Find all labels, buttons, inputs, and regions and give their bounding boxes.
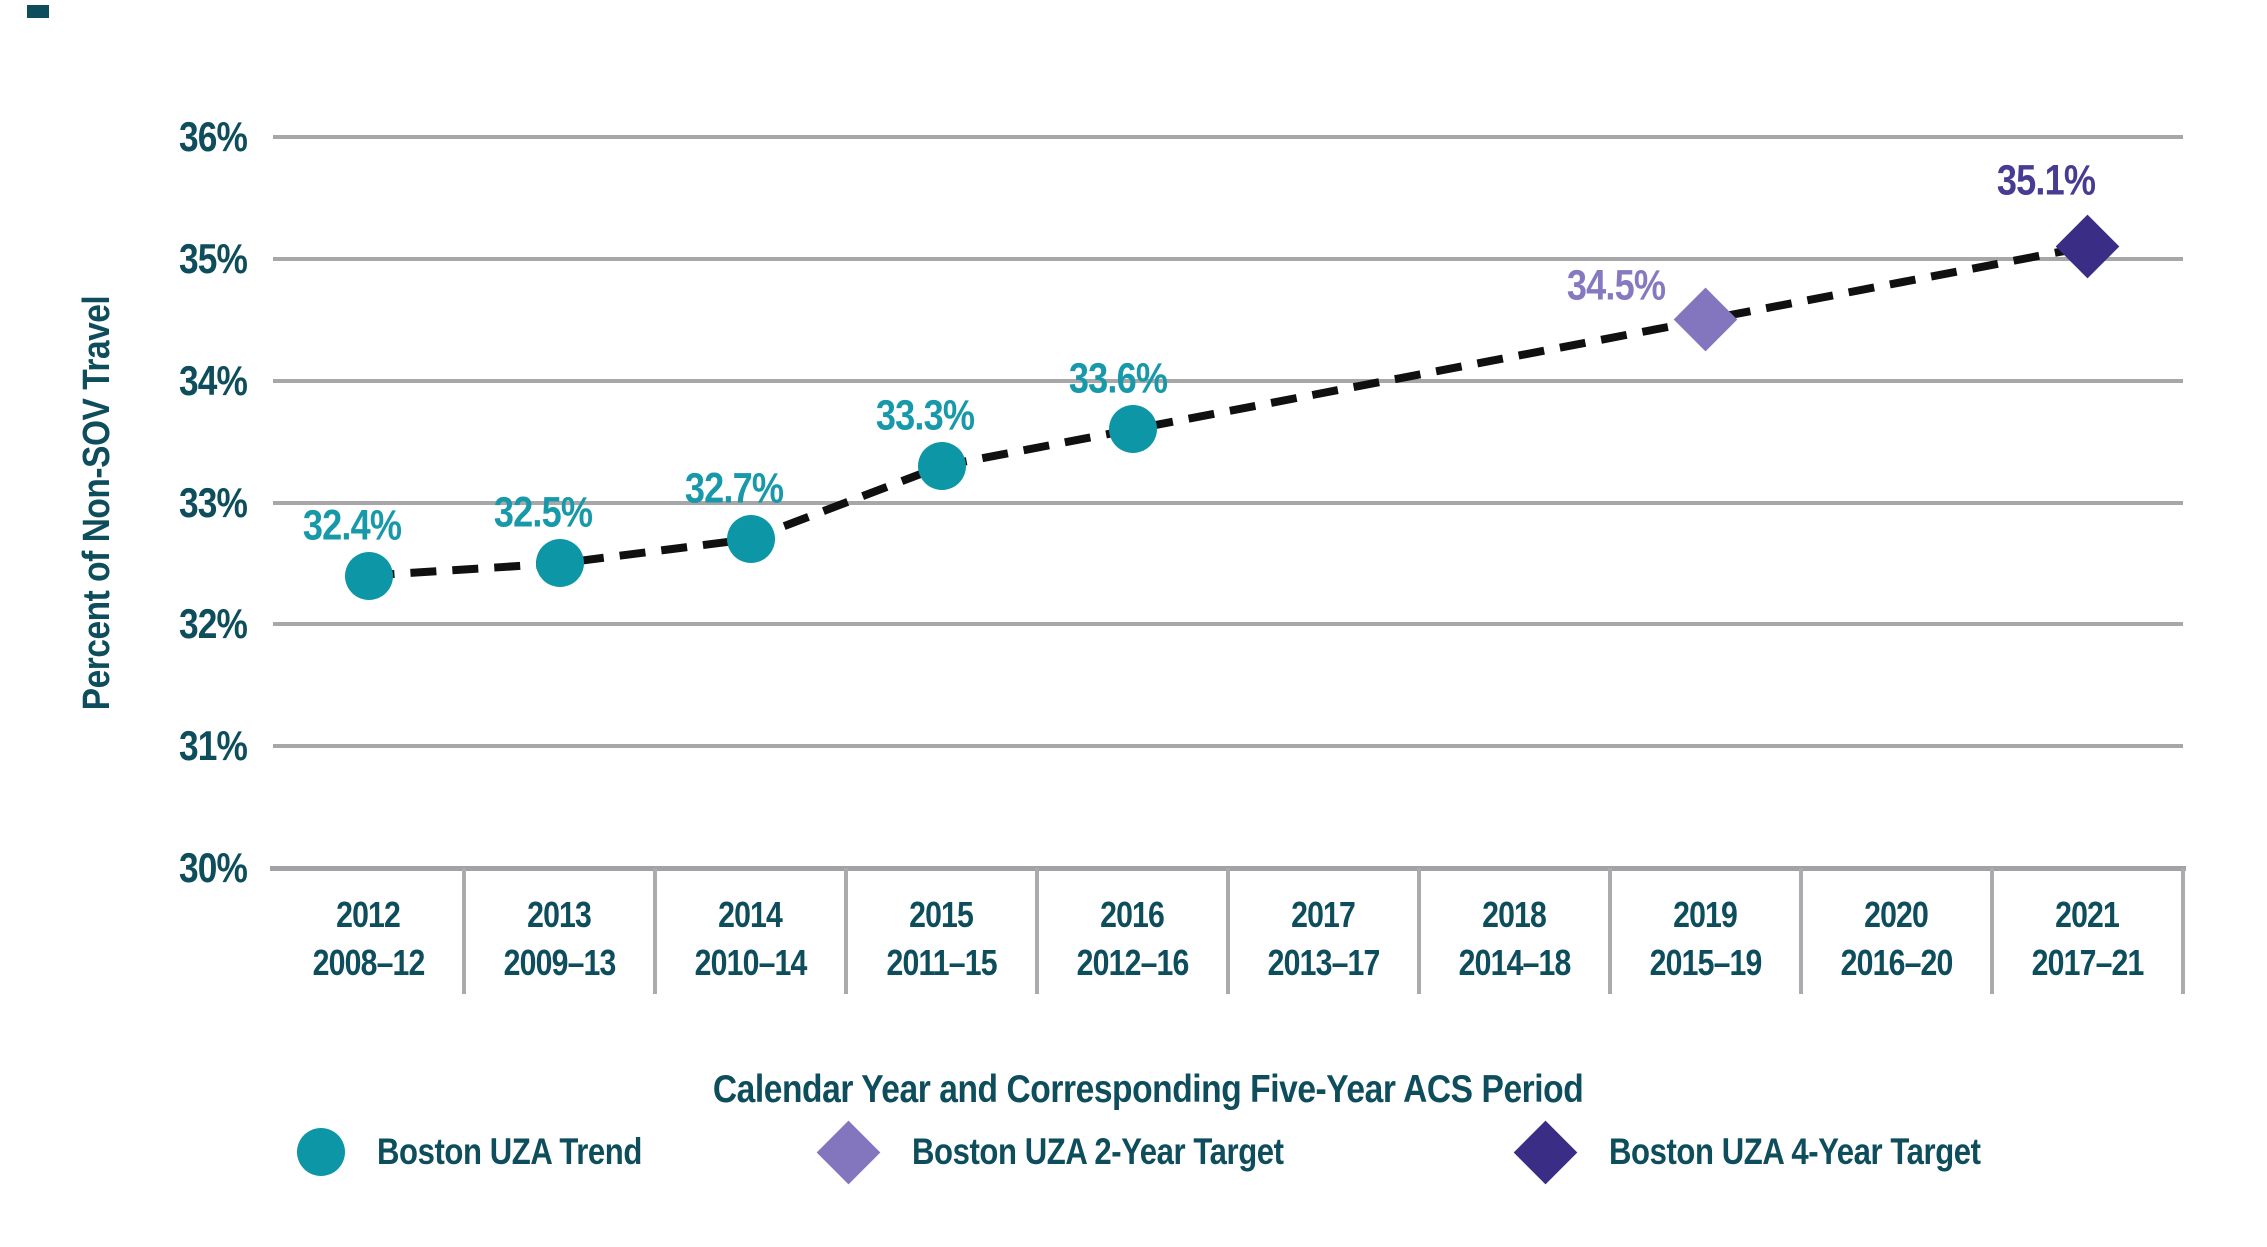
x-tick-label-2021: 2021 2017–21: [1992, 891, 2183, 987]
data-point-2012: [344, 551, 393, 600]
data-label-text: 34.5%: [1566, 261, 1665, 310]
data-label-text: 35.1%: [1996, 156, 2095, 205]
x-axis-title-text: Calendar Year and Corresponding Five-Yea…: [712, 1068, 1584, 1111]
target-2yr-diamond-icon: [816, 1120, 881, 1184]
x-axis-tick: [1226, 868, 1230, 994]
data-point-2015: [917, 441, 966, 490]
y-axis-title: Percent of Non-SOV Travel: [76, 295, 118, 710]
x-tick-acs-period: 2013–17: [1267, 942, 1381, 983]
x-axis-tick: [462, 868, 466, 994]
x-axis-tick: [2181, 868, 2185, 994]
target-4yr-diamond-icon: [1513, 1120, 1578, 1184]
x-tick-acs-period: 2010–14: [694, 942, 808, 983]
x-tick-label-2012: 2012 2008–12: [273, 891, 464, 987]
legend-item-4yr-target: Boston UZA 4-Year Target: [1513, 1120, 2051, 1184]
x-tick-label-2018: 2018 2014–18: [1419, 891, 1610, 987]
y-tick-text: 35%: [178, 234, 248, 282]
y-tick-text: 30%: [178, 844, 248, 891]
y-tick-label-33%: 33%: [87, 478, 248, 526]
x-tick-label-2013: 2013 2009–13: [464, 891, 655, 987]
x-tick-year: 2020: [1864, 894, 1930, 935]
x-tick-acs-period: 2014–18: [1458, 942, 1572, 983]
y-tick-label-35%: 35%: [87, 234, 248, 282]
x-axis-tick: [1799, 868, 1803, 994]
x-tick-label-2016: 2016 2012–16: [1037, 891, 1228, 987]
data-label-text: 33.3%: [875, 391, 974, 440]
x-tick-acs-period: 2008–12: [312, 942, 426, 983]
trend-circle-icon: [297, 1128, 345, 1176]
x-tick-label-2014: 2014 2010–14: [655, 891, 846, 987]
x-axis-tick: [844, 868, 848, 994]
y-tick-text: 33%: [178, 478, 248, 526]
x-tick-acs-period: 2015–19: [1649, 942, 1763, 983]
x-axis-tick: [1608, 868, 1612, 994]
gridline-32%: [273, 622, 2183, 627]
x-tick-acs-period: 2011–15: [886, 942, 997, 983]
y-tick-label-31%: 31%: [87, 722, 248, 770]
y-tick-text: 34%: [178, 356, 248, 404]
data-label-2016: 33.6%: [1059, 354, 1176, 403]
x-tick-acs-period: 2016–20: [1840, 942, 1954, 983]
data-point-2021: [2055, 214, 2120, 279]
gridline-35%: [273, 256, 2183, 261]
legend-label-trend: Boston UZA Trend: [377, 1131, 642, 1172]
x-tick-year: 2021: [2055, 894, 2121, 935]
x-tick-year: 2015: [909, 894, 975, 935]
cropped-text-artifact: [27, 5, 49, 18]
x-tick-year: 2019: [1673, 894, 1739, 935]
data-label-2015: 33.3%: [866, 394, 983, 437]
x-axis-tick: [1990, 868, 1994, 994]
gridline-36%: [273, 135, 2183, 139]
x-tick-year: 2017: [1291, 894, 1357, 935]
x-axis-tick: [653, 868, 657, 994]
y-tick-text: 31%: [178, 722, 248, 770]
x-tick-year: 2012: [336, 894, 402, 935]
y-tick-label-34%: 34%: [87, 356, 248, 404]
x-tick-acs-period: 2012–16: [1076, 942, 1190, 983]
x-tick-year: 2018: [1482, 894, 1548, 935]
legend-item-2yr-target: Boston UZA 2-Year Target: [816, 1120, 1354, 1184]
data-point-2016: [1108, 405, 1157, 454]
x-tick-acs-period: 2017–21: [2031, 942, 2145, 983]
gridline-31%: [273, 744, 2183, 749]
x-axis-tick: [1035, 868, 1039, 994]
data-label-text: 32.5%: [493, 488, 592, 537]
legend-label-4yr-target: Boston UZA 4-Year Target: [1609, 1131, 1981, 1172]
x-axis-title: Calendar Year and Corresponding Five-Yea…: [448, 1068, 1848, 1112]
y-tick-label-36%: 36%: [87, 113, 248, 160]
x-tick-label-2015: 2015 2011–15: [846, 891, 1037, 987]
data-point-2013: [535, 539, 584, 588]
data-label-2012: 32.4%: [293, 504, 410, 547]
data-label-2013: 32.5%: [484, 488, 601, 537]
legend-label-2yr-target: Boston UZA 2-Year Target: [912, 1131, 1284, 1172]
x-tick-label-2019: 2019 2015–19: [1610, 891, 1801, 987]
data-label-2019: 34.5%: [1557, 264, 1674, 307]
data-point-2019: [1673, 287, 1738, 352]
y-tick-label-32%: 32%: [87, 600, 248, 648]
y-tick-label-30%: 30%: [87, 844, 248, 891]
data-label-text: 33.6%: [1068, 354, 1167, 403]
x-axis-tick: [1417, 868, 1421, 994]
gridline-34%: [273, 378, 2183, 383]
data-label-text: 32.4%: [302, 501, 401, 550]
x-tick-label-2017: 2017 2013–17: [1228, 891, 1419, 987]
x-tick-year: 2016: [1100, 894, 1166, 935]
y-tick-text: 36%: [178, 113, 248, 160]
x-tick-year: 2014: [718, 894, 784, 935]
x-tick-year: 2013: [527, 894, 593, 935]
data-label-2021: 35.1%: [1987, 159, 2104, 202]
data-label-text: 32.7%: [684, 464, 783, 513]
x-tick-label-2020: 2020 2016–20: [1801, 891, 1992, 987]
x-tick-acs-period: 2009–13: [503, 942, 617, 983]
legend-item-trend: Boston UZA Trend: [297, 1120, 692, 1184]
trend-dashed-line: [368, 242, 2089, 580]
y-tick-text: 32%: [178, 600, 248, 648]
data-label-2014: 32.7%: [675, 464, 792, 513]
data-point-2014: [726, 515, 775, 564]
